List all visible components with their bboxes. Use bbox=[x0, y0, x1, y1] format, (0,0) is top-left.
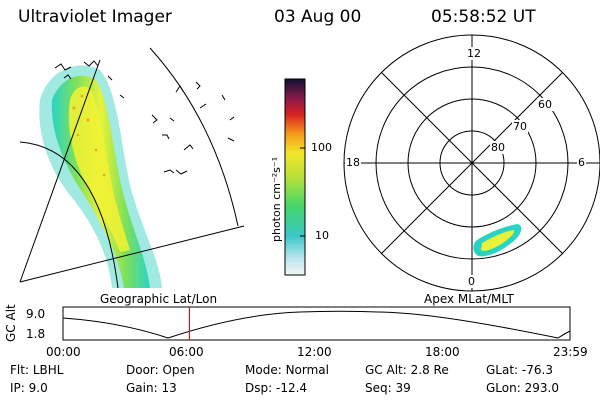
altitude-ytick-9: 9.0 bbox=[26, 307, 46, 321]
status-ip: IP: 9.0 bbox=[10, 381, 48, 395]
mlt-label-12: 12 bbox=[466, 47, 482, 60]
time-tick-0600: 06:00 bbox=[169, 345, 204, 359]
time-tick-1800: 18:00 bbox=[425, 345, 460, 359]
altitude-ylabel: GC Alt bbox=[4, 304, 18, 342]
colorbar-scale bbox=[284, 78, 306, 276]
lat-label-60: 60 bbox=[537, 98, 553, 111]
mlt-label-0: 0 bbox=[467, 275, 476, 288]
status-dsp: Dsp: -12.4 bbox=[245, 381, 308, 395]
polar-auroral-emission-core bbox=[481, 230, 515, 251]
altitude-plot-frame bbox=[62, 306, 571, 341]
polar-diagonal-2 bbox=[381, 72, 563, 254]
status-door: Door: Open bbox=[126, 363, 195, 377]
status-glat: GLat: -76.3 bbox=[486, 363, 553, 377]
time-tick-2359: 23:59 bbox=[553, 345, 588, 359]
colorbar-tick-10: 10 bbox=[315, 229, 329, 242]
altitude-curve bbox=[62, 310, 571, 339]
mlt-label-18: 18 bbox=[345, 156, 361, 169]
status-flt: Flt: LBHL bbox=[10, 363, 64, 377]
apex-panel-label: Apex MLat/MLT bbox=[424, 292, 514, 306]
status-mode: Mode: Normal bbox=[245, 363, 329, 377]
status-seq: Seq: 39 bbox=[365, 381, 411, 395]
time-tick-1200: 12:00 bbox=[297, 345, 332, 359]
altitude-ytick-1.8: 1.8 bbox=[26, 327, 46, 341]
lat-label-80: 80 bbox=[490, 141, 506, 154]
geographic-grid bbox=[19, 47, 245, 289]
status-glon: GLon: 293.0 bbox=[486, 381, 559, 395]
observation-date: 03 Aug 00 bbox=[274, 7, 362, 27]
status-gc-alt: GC Alt: 2.8 Re bbox=[365, 363, 449, 377]
lat-label-70: 70 bbox=[512, 120, 528, 133]
coastline-fragments bbox=[54, 60, 235, 175]
colorbar-tick-100: 100 bbox=[311, 141, 332, 154]
geographic-panel-label: Geographic Lat/Lon bbox=[100, 292, 218, 306]
time-tick-0000: 00:00 bbox=[46, 345, 81, 359]
auroral-emission-core bbox=[68, 86, 130, 253]
observation-time: 05:58:52 UT bbox=[431, 7, 536, 27]
instrument-title: Ultraviolet Imager bbox=[18, 7, 172, 27]
mlt-label-6: 6 bbox=[577, 156, 586, 169]
status-gain: Gain: 13 bbox=[126, 381, 177, 395]
bright-emission-spots bbox=[72, 94, 106, 177]
